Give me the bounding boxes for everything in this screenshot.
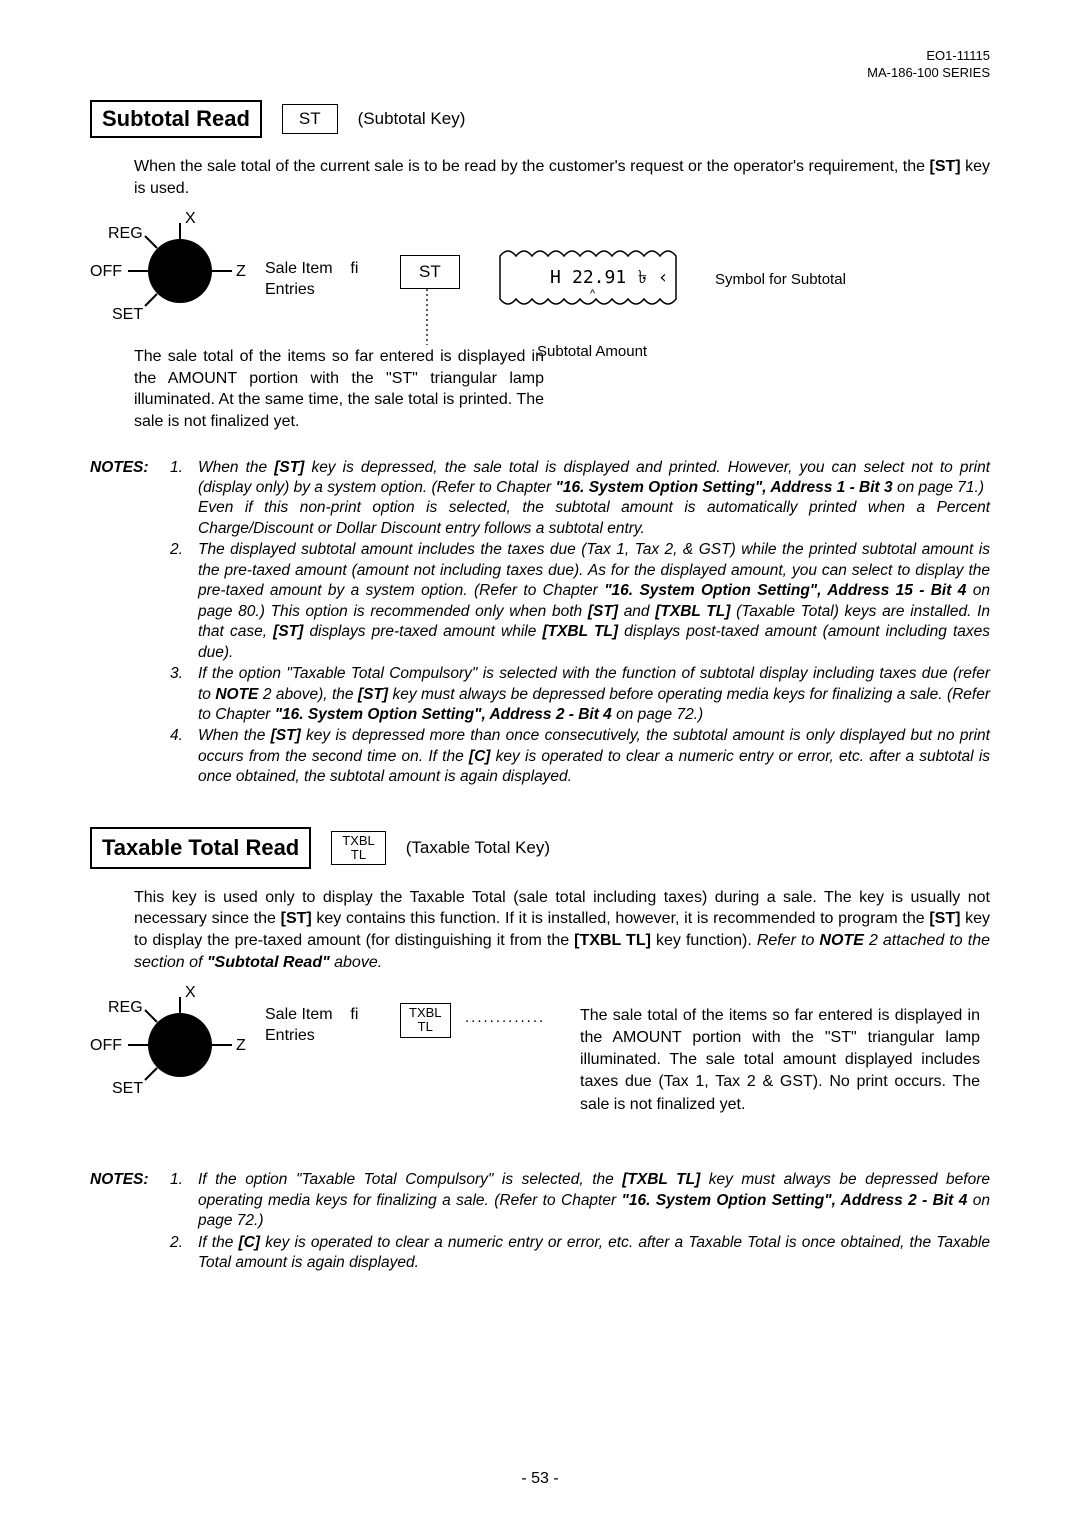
doc-id: EO1-11115 (867, 48, 990, 65)
explanation-1: The sale total of the items so far enter… (134, 346, 544, 432)
symbol-label: Symbol for Subtotal (715, 271, 846, 288)
txbl-key-box: TXBLTL (331, 831, 386, 866)
txbl-key-desc: (Taxable Total Key) (406, 838, 550, 858)
subtotal-amount-label: Subtotal Amount (537, 343, 647, 360)
notes-label: NOTES: (90, 458, 158, 789)
diagram-area-1: X REG OFF Z SET Sale Item fi Entries ST … (90, 211, 990, 346)
sale-item-label-2: Sale Item fi Entries (265, 1005, 358, 1047)
st-key-diagram: ST (400, 255, 460, 289)
sale-item-label: Sale Item fi Entries (265, 259, 358, 301)
notes-label-2: NOTES: (90, 1170, 158, 1274)
st-key-desc: (Subtotal Key) (358, 109, 466, 129)
notes-items-1: 1.When the [ST] key is depressed, the sa… (170, 458, 990, 789)
svg-text:22.91: 22.91 (572, 267, 626, 288)
diagram-area-2: X REG OFF Z SET Sale Item fi Entries TXB… (90, 985, 990, 1165)
section-header-taxable: Taxable Total Read TXBLTL (Taxable Total… (90, 827, 990, 869)
section-header-subtotal: Subtotal Read ST (Subtotal Key) (90, 100, 990, 138)
mode-dial: X REG OFF Z SET (90, 211, 250, 341)
receipt-display: H 22.91 ৳ ‹ ^ (490, 241, 690, 321)
notes-block-2: NOTES: 1.If the option "Taxable Total Co… (90, 1170, 990, 1274)
section-title-2: Taxable Total Read (90, 827, 311, 869)
svg-text:OFF: OFF (90, 1037, 122, 1054)
section-title: Subtotal Read (90, 100, 262, 138)
svg-text:H: H (550, 267, 561, 288)
svg-text:^: ^ (590, 288, 596, 300)
mode-dial-2: X REG OFF Z SET (90, 985, 250, 1115)
svg-text:Z: Z (236, 1037, 246, 1054)
dotted-line (425, 289, 429, 345)
page-header: EO1-11115 MA-186-100 SERIES (867, 48, 990, 82)
series: MA-186-100 SERIES (867, 65, 990, 82)
txbl-explanation: The sale total of the items so far enter… (580, 1005, 980, 1115)
intro-text: When the sale total of the current sale … (134, 156, 990, 199)
svg-text:OFF: OFF (90, 263, 122, 280)
svg-text:X: X (185, 985, 196, 1001)
notes-block-1: NOTES: 1.When the [ST] key is depressed,… (90, 458, 990, 789)
svg-text:SET: SET (112, 1080, 143, 1097)
st-key-box: ST (282, 104, 338, 134)
st-bold: [ST] (930, 158, 961, 175)
dots: ............. (465, 1009, 545, 1026)
svg-text:৳ ‹: ৳ ‹ (638, 267, 669, 288)
svg-text:X: X (185, 211, 196, 227)
intro-text-2: This key is used only to display the Tax… (134, 887, 990, 973)
intro-pre: When the sale total of the current sale … (134, 158, 930, 175)
svg-text:REG: REG (108, 225, 143, 242)
notes-items-2: 1.If the option "Taxable Total Compulsor… (170, 1170, 990, 1274)
svg-text:SET: SET (112, 306, 143, 323)
svg-text:Z: Z (236, 263, 246, 280)
page-number: - 53 - (0, 1470, 1080, 1488)
svg-text:REG: REG (108, 999, 143, 1016)
txbl-key-diagram: TXBLTL (400, 1003, 451, 1038)
